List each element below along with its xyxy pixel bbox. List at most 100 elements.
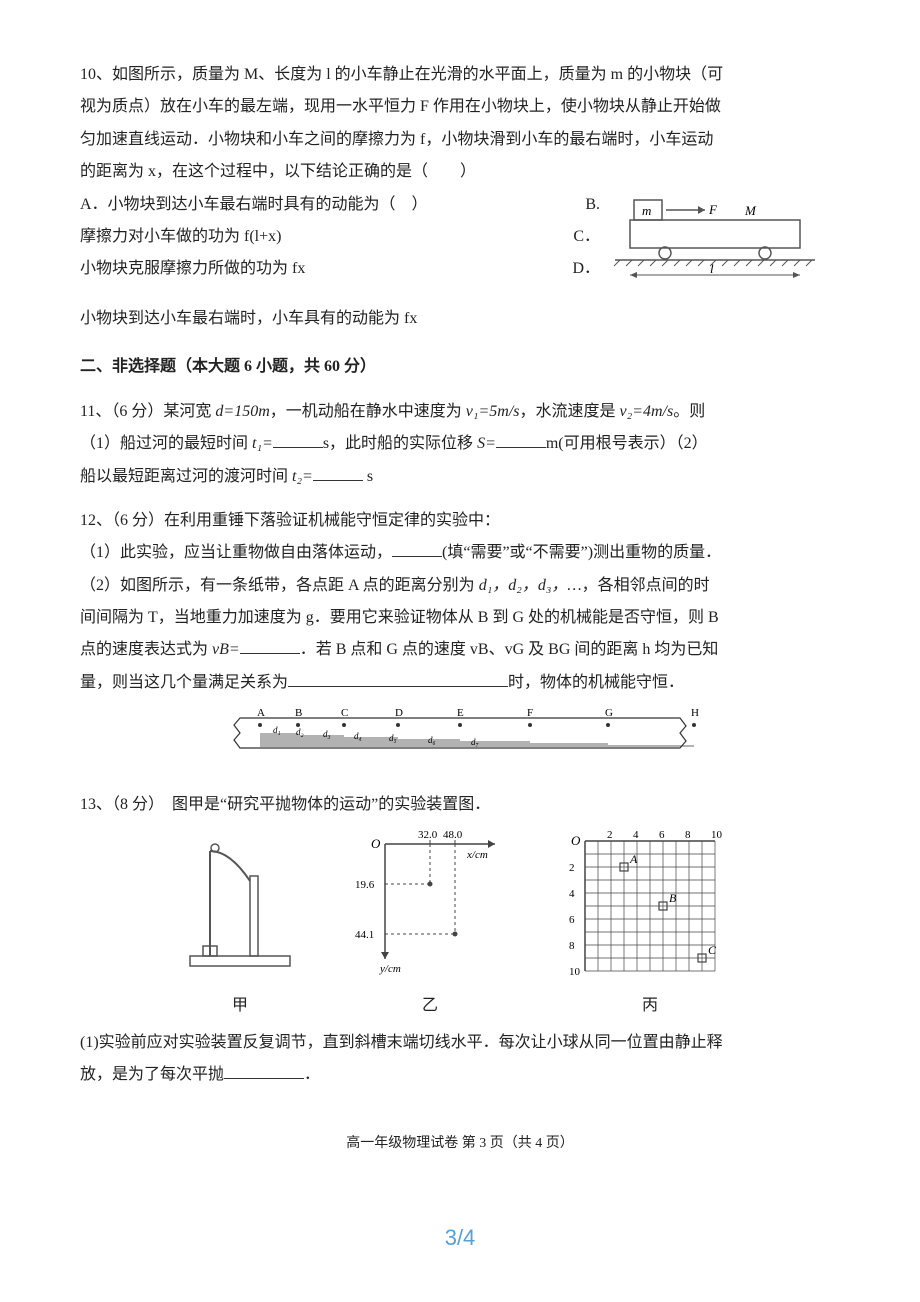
q12-tape-diagram: ABCDEFGHd₁d₂d₃d₄d₅d₆d₇ xyxy=(80,704,840,775)
q12-line6: 量，则当这几个量满足关系为 时，物体的机械能守恒． xyxy=(80,668,840,698)
q11-l2c: m(可用根号表示）（2） xyxy=(546,435,708,452)
q11-l1b: ，一机动船在静水中速度为 xyxy=(270,403,466,420)
q12-line3: （2）如图所示，有一条纸带，各点距 A 点的距离分别为 d₁，d₂，d₃，…，各… xyxy=(80,571,840,601)
svg-text:44.1: 44.1 xyxy=(355,929,374,941)
page-footer: 高一年级物理试卷 第 3 页（共 4 页） xyxy=(80,1131,840,1158)
svg-text:d₂: d₂ xyxy=(296,727,304,737)
q10-line1: 10、如图所示，质量为 M、长度为 l 的小车静止在光滑的水平面上，质量为 m … xyxy=(80,60,840,90)
q10-mid-text: 摩擦力对小车做的功为 f(l+x) xyxy=(80,228,281,245)
q11-v1: v₁=5m/s xyxy=(466,403,520,420)
q11-blank-t2 xyxy=(313,465,363,481)
q12-l2b: (填“需要”或“不需要”)测出重物的质量． xyxy=(442,544,721,561)
svg-text:A: A xyxy=(629,852,638,866)
fig-bing-label: 丙 xyxy=(555,991,745,1021)
q12-l5a: 点的速度表达式为 xyxy=(80,641,212,658)
q12-l3b: ，各相邻点间的时 xyxy=(582,577,710,594)
q12-l5b: ．若 B 点和 G 点的速度 vB、vG 及 BG 间的距离 h 均为已知 xyxy=(300,641,719,658)
svg-text:O: O xyxy=(571,833,581,848)
q11-l2b: s，此时船的实际位移 xyxy=(323,435,477,452)
q10-c-text: 小物块克服摩擦力所做的功为 fx xyxy=(80,260,305,277)
svg-text:y/cm: y/cm xyxy=(379,963,401,975)
q12-blank-need xyxy=(392,541,442,557)
svg-text:C: C xyxy=(341,707,348,719)
q13-figures: 甲 O32.048.0x/cm19.644.1y/cm 乙 O246810246… xyxy=(80,826,840,1022)
svg-text:C: C xyxy=(708,943,717,957)
svg-text:32.0: 32.0 xyxy=(418,829,438,841)
q12-l3a: （2）如图所示，有一条纸带，各点距 A 点的距离分别为 xyxy=(80,577,479,594)
q12-blank-vB xyxy=(240,638,300,654)
fig-yi-label: 乙 xyxy=(345,991,515,1021)
question-12: 12、（6 分）在利用重锤下落验证机械能守恒定律的实验中： （1）此实验，应当让… xyxy=(80,506,840,776)
q13-line2: (1)实验前应对实验装置反复调节，直到斜槽末端切线水平．每次让小球从同一位置由静… xyxy=(80,1028,840,1058)
svg-text:2: 2 xyxy=(607,829,613,841)
q10-d-line: 小物块到达小车最右端时，小车具有的动能为 fx xyxy=(80,304,840,334)
q11-t1: t₁= xyxy=(252,435,273,452)
q11-blank-t1 xyxy=(273,432,323,448)
fig-jia-label: 甲 xyxy=(175,991,305,1021)
q10-optB-tail: B. xyxy=(585,190,600,220)
svg-text:d₁: d₁ xyxy=(273,725,281,735)
q10-l-label: l xyxy=(710,261,714,276)
q11-t2: t₂= xyxy=(292,468,313,485)
svg-text:E: E xyxy=(457,707,464,719)
q10-line2: 视为质点）放在小车的最左端，现用一水平恒力 F 作用在小物块上，使小物块从静止开… xyxy=(80,92,840,122)
q10-optD-tail: D． xyxy=(572,254,600,284)
q13-fig-yi: O 32.0 48.0x/cm 19.6 44.1 y/cm 乙 xyxy=(345,826,515,1022)
svg-text:D: D xyxy=(395,707,403,719)
svg-text:4: 4 xyxy=(633,829,639,841)
svg-text:H: H xyxy=(691,707,699,719)
svg-text:d₃: d₃ xyxy=(323,729,331,739)
svg-text:d₅: d₅ xyxy=(389,733,397,743)
q13-fig-bing: O246810246810ABC 丙 xyxy=(555,826,745,1022)
q12-l2a: （1）此实验，应当让重物做自由落体运动， xyxy=(80,544,392,561)
q10-line3: 匀加速直线运动．小物块和小车之间的摩擦力为 f，小物块滑到小车的最右端时，小车运… xyxy=(80,125,840,155)
svg-text:8: 8 xyxy=(685,829,691,841)
q12-l6a: 量，则当这几个量满足关系为 xyxy=(80,674,288,691)
q11-blank-S xyxy=(496,432,546,448)
q11-S: S= xyxy=(477,435,496,452)
q13-line1: 13、（8 分） 图甲是“研究平抛物体的运动”的实验装置图． xyxy=(80,790,840,820)
q10-M-label: M xyxy=(744,203,757,218)
svg-text:O: O xyxy=(371,836,381,851)
svg-text:48.0: 48.0 xyxy=(443,829,463,841)
q11-l3a: 船以最短距离过河的渡河时间 xyxy=(80,468,292,485)
q13-fig-jia: 甲 xyxy=(175,826,305,1022)
svg-text:x/cm: x/cm xyxy=(466,849,488,861)
svg-text:10: 10 xyxy=(711,829,723,841)
q10-optC-tail: C． xyxy=(573,222,600,252)
q10-diagram: m F M xyxy=(610,190,840,296)
q11-l1c: ，水流速度是 xyxy=(519,403,619,420)
q12-line5: 点的速度表达式为 vB= ．若 B 点和 G 点的速度 vB、vG 及 BG 间的… xyxy=(80,635,840,665)
q13-line3: 放，是为了每次平抛． xyxy=(80,1060,840,1090)
page-number: 3/4 xyxy=(80,1217,840,1259)
section-2-title: 二、非选择题（本大题 6 小题，共 60 分） xyxy=(80,352,840,382)
q12-line4: 间间隔为 T，当地重力加速度为 g．要用它来验证物体从 B 到 G 处的机械能是… xyxy=(80,603,840,633)
svg-text:B: B xyxy=(669,891,677,905)
question-11: 11、（6 分）某河宽 d=150m，一机动船在静水中速度为 v₁=5m/s，水… xyxy=(80,397,840,492)
q12-l6b: 时，物体的机械能守恒． xyxy=(508,674,684,691)
q12-line1: 12、（6 分）在利用重锤下落验证机械能守恒定律的实验中： xyxy=(80,506,840,536)
q12-vB: vB= xyxy=(212,641,240,658)
svg-text:8: 8 xyxy=(569,940,575,952)
svg-text:4: 4 xyxy=(569,888,575,900)
q11-l1d: 。则 xyxy=(673,403,705,420)
svg-text:d₇: d₇ xyxy=(471,737,479,747)
q11-line1: 11、（6 分）某河宽 d=150m，一机动船在静水中速度为 v₁=5m/s，水… xyxy=(80,397,840,427)
q10-line4: 的距离为 x，在这个过程中，以下结论正确的是（ ） xyxy=(80,157,840,187)
q11-l1a: 11、（6 分）某河宽 xyxy=(80,403,215,420)
q12-l3d: d₁，d₂，d₃，… xyxy=(479,577,582,594)
q11-l3b: s xyxy=(363,468,373,485)
svg-text:6: 6 xyxy=(659,829,665,841)
svg-text:19.6: 19.6 xyxy=(355,879,375,891)
q12-line2: （1）此实验，应当让重物做自由落体运动， (填“需要”或“不需要”)测出重物的质量… xyxy=(80,538,840,568)
q13-blank-1 xyxy=(224,1063,304,1079)
q11-line2: （1）船过河的最短时间 t₁= s，此时船的实际位移 S= m(可用根号表示）（2） xyxy=(80,429,840,459)
svg-text:2: 2 xyxy=(569,862,575,874)
q11-v2: v₂=4m/s xyxy=(620,403,674,420)
q11-l2a: （1）船过河的最短时间 xyxy=(80,435,252,452)
q11-d: d=150m xyxy=(215,403,269,420)
q12-blank-rel xyxy=(288,671,508,687)
q10-F-label: F xyxy=(708,202,718,217)
q13-l3b: ． xyxy=(304,1066,320,1083)
question-10: 10、如图所示，质量为 M、长度为 l 的小车静止在光滑的水平面上，质量为 m … xyxy=(80,60,840,334)
